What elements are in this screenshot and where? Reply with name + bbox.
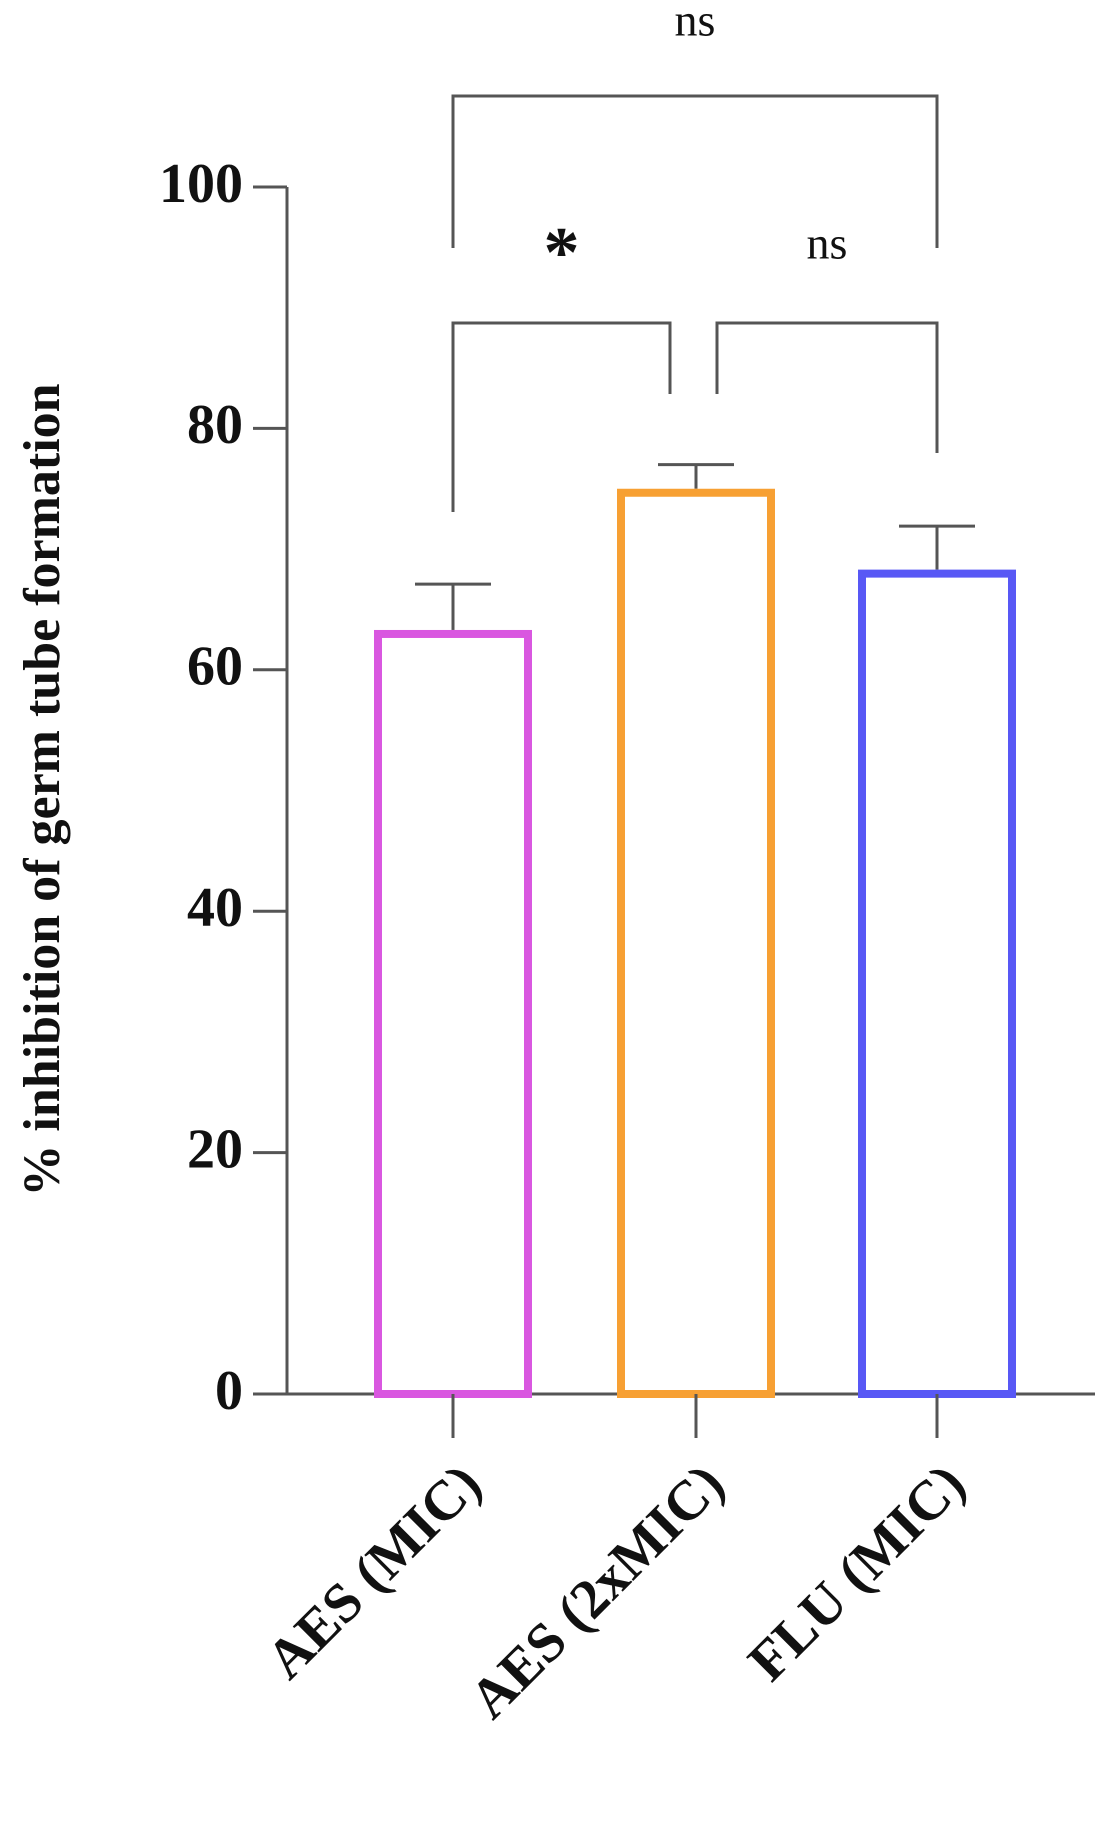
y-tick-label: 80 [187,394,243,456]
significance-bracket [451,321,672,512]
significance-label: ns [675,0,716,46]
significance-label: ns [807,218,848,269]
x-tick-label: AES (2xMIC) [458,1452,736,1730]
y-tick-label: 100 [159,153,243,215]
x-tick-label: FLU (MIC) [737,1452,978,1693]
y-tick-label: 0 [215,1360,243,1422]
significance-label: * [544,213,580,293]
y-tick-label: 40 [187,877,243,939]
y-axis-label: % inhibition of germ tube formation [14,383,71,1196]
y-tick-label: 60 [187,636,243,698]
x-tick-label: AES (MIC) [255,1452,494,1691]
bar [858,569,1016,1398]
bar [374,629,532,1398]
significance-bracket [715,321,939,453]
y-tick-label: 20 [187,1118,243,1180]
bar [617,488,775,1398]
significance-bracket [451,94,939,248]
